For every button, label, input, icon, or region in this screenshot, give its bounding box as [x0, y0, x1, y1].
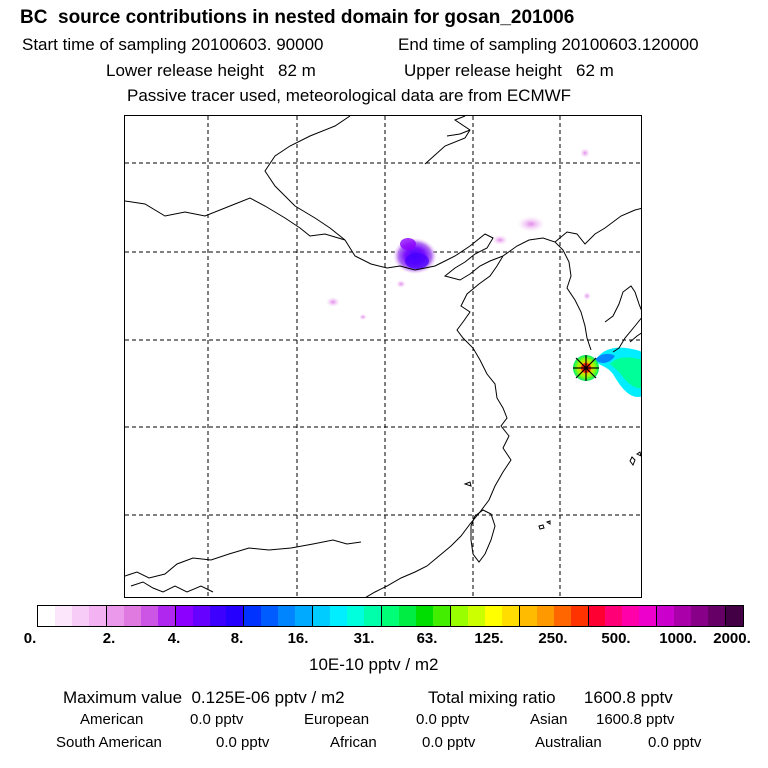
- colorbar-segment: [295, 606, 314, 626]
- source-plume: [573, 347, 641, 397]
- colorbar-segment: [657, 606, 675, 626]
- colorbar-segment: [674, 606, 692, 626]
- colorbar-ticks: 0. 2. 4. 8. 16. 31. 63. 125. 250. 500. 1…: [0, 630, 768, 650]
- colorbar-segment: [399, 606, 416, 626]
- colorbar-segment: [347, 606, 365, 626]
- colorbar-segment: [553, 606, 571, 626]
- colorbar-tick: 0.: [23, 630, 37, 647]
- end-time-label: End time of sampling 20100603.120000: [398, 35, 699, 54]
- region-name: Asian: [530, 711, 568, 728]
- colorbar-segment: [175, 606, 193, 626]
- colorbar-segment: [278, 606, 296, 626]
- colorbar-segment: [123, 606, 141, 626]
- plot-title: BC source contributions in nested domain…: [20, 7, 575, 28]
- colorbar-segment: [209, 606, 227, 626]
- colorbar-segment: [330, 606, 348, 626]
- colorbar-segment: [38, 606, 55, 626]
- lower-release-label: Lower release height 82 m: [106, 61, 316, 80]
- colorbar-segment: [415, 606, 433, 626]
- colorbar-segment: [691, 606, 709, 626]
- colorbar-segment: [192, 606, 210, 626]
- colorbar-tick: 2.: [102, 630, 116, 647]
- coastlines: [125, 116, 641, 597]
- colorbar-segment: [605, 606, 623, 626]
- colorbar-segment: [519, 606, 537, 626]
- colorbar-tick: 63.: [416, 630, 438, 647]
- region-value: 0.0 pptv: [190, 711, 244, 728]
- colorbar-segment: [364, 606, 383, 626]
- colorbar-tick: 4.: [167, 630, 181, 647]
- colorbar-segment: [588, 606, 606, 626]
- region-value: 0.0 pptv: [422, 734, 476, 751]
- colorbar-tick: 250.: [538, 630, 568, 647]
- colorbar-tick: 8.: [230, 630, 244, 647]
- region-value: 0.0 pptv: [216, 734, 270, 751]
- concentration-plumes: [326, 148, 591, 320]
- map-canvas: [125, 116, 641, 597]
- colorbar-segment: [450, 606, 468, 626]
- colorbar-tick: 125.: [474, 630, 504, 647]
- total-mixing-label: Total mixing ratio 1600.8 pptv: [428, 688, 673, 707]
- colorbar-segment: [226, 606, 245, 626]
- colorbar-segment: [639, 606, 658, 626]
- colorbar-segment: [54, 606, 72, 626]
- colorbar-segment: [88, 606, 107, 626]
- colorbar-segment: [570, 606, 589, 626]
- colorbar-segment: [432, 606, 451, 626]
- colorbar-segment: [244, 606, 262, 626]
- upper-release-label: Upper release height 62 m: [404, 61, 614, 80]
- colorbar-segment: [382, 606, 400, 626]
- region-name: African: [330, 734, 377, 751]
- colorbar-segment: [261, 606, 279, 626]
- region-name: European: [304, 711, 370, 728]
- colorbar-segment: [726, 606, 744, 626]
- colorbar-segment: [484, 606, 502, 626]
- region-name: American: [80, 711, 144, 728]
- colorbar-segment: [536, 606, 554, 626]
- colorbar-segment: [622, 606, 640, 626]
- region-name: South American: [56, 734, 162, 751]
- colorbar: [37, 605, 744, 627]
- colorbar-segment: [140, 606, 158, 626]
- grid-lines: [125, 116, 641, 597]
- colorbar-unit: 10E-10 pptv / m2: [309, 655, 439, 674]
- colorbar-tick: 2000.: [713, 630, 751, 647]
- region-value: 1600.8 pptv: [596, 711, 675, 728]
- map-panel: [124, 115, 642, 598]
- max-value-label: Maximum value 0.125E-06 pptv / m2: [63, 688, 345, 707]
- colorbar-segment: [467, 606, 485, 626]
- colorbar-tick: 31.: [353, 630, 375, 647]
- tracer-note: Passive tracer used, meteorological data…: [127, 86, 572, 105]
- colorbar-segment: [106, 606, 124, 626]
- region-value: 0.0 pptv: [648, 734, 702, 751]
- start-time-label: Start time of sampling 20100603. 90000: [22, 35, 324, 54]
- colorbar-segment: [157, 606, 176, 626]
- region-name: Australian: [535, 734, 602, 751]
- colorbar-segment: [708, 606, 727, 626]
- colorbar-segment: [313, 606, 331, 626]
- colorbar-segment: [501, 606, 520, 626]
- colorbar-tick: 16.: [287, 630, 309, 647]
- colorbar-segment: [71, 606, 89, 626]
- region-value: 0.0 pptv: [416, 711, 470, 728]
- colorbar-tick: 500.: [601, 630, 631, 647]
- colorbar-tick: 1000.: [659, 630, 697, 647]
